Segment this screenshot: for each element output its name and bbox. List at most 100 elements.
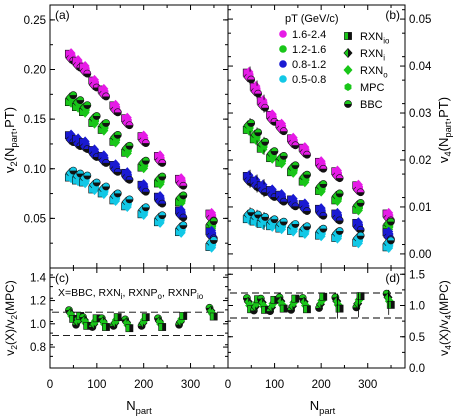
marker-square-half	[274, 296, 278, 304]
marker-circle-half	[247, 123, 255, 127]
marker-circle-half	[270, 151, 279, 155]
marker-circle-half	[303, 154, 311, 159]
marker-circle-half	[114, 193, 122, 198]
x-tick-label: 0	[225, 379, 231, 391]
marker-circle-half	[102, 96, 110, 101]
y-tick-label: 1.5	[409, 269, 425, 281]
legend-method-label: MPC	[360, 82, 385, 94]
marker-square-half	[162, 323, 166, 331]
marker-circle-half	[291, 223, 300, 228]
x-tick-label: 0	[47, 379, 53, 391]
marker-circle-half	[319, 228, 327, 233]
panel-frame-d	[227, 267, 406, 369]
marker-circle-half	[158, 203, 166, 208]
marker-square-half	[339, 305, 344, 313]
panel-tag: (d)	[385, 271, 400, 285]
marker-circle-half	[142, 160, 150, 165]
marker-square-half	[213, 312, 218, 321]
y-axis-label-v4: v4(Npart,PT)	[436, 97, 453, 163]
legend-method-label: RXNi	[360, 48, 385, 62]
y-tick-label: 0.03	[409, 108, 431, 120]
panel-tag: (a)	[55, 8, 70, 22]
y-tick-label: 0.05	[409, 14, 431, 26]
x-tick-label: 200	[134, 379, 153, 391]
marker-circle-half	[387, 221, 395, 226]
legend-pt-title: pT (GeV/c)	[285, 13, 339, 25]
marker-circle-half	[102, 186, 110, 191]
y-tick-label: 1.0	[409, 301, 425, 313]
marker-circle-half	[344, 104, 352, 108]
marker-circle-half	[261, 216, 269, 221]
marker-circle-half	[319, 168, 327, 173]
marker-circle-half	[83, 175, 91, 180]
marker-circle-half	[179, 185, 187, 190]
marker-circle-half	[158, 176, 166, 181]
data-points	[64, 48, 395, 333]
x-tick-label: 300	[181, 379, 200, 391]
marker-square-half	[145, 313, 150, 321]
marker-circle-half	[93, 182, 101, 187]
marker-circle-half	[291, 206, 300, 210]
marker-circle-half	[142, 191, 150, 196]
marker-circle-half	[254, 93, 262, 98]
marker-circle-half	[179, 225, 187, 229]
marker-circle-half	[280, 221, 288, 226]
marker-circle-half	[125, 145, 134, 150]
x-axis-label: Npart	[310, 398, 336, 416]
marker-circle-half	[357, 235, 365, 240]
marker-circle-half	[291, 145, 300, 149]
marker-circle-half	[125, 199, 134, 203]
marker-circle-half	[336, 220, 344, 225]
marker-circle-half	[287, 309, 295, 314]
y-tick-label: 0.01	[409, 202, 431, 214]
marker-circle-half	[303, 174, 311, 179]
x-tick-label: 200	[312, 379, 331, 391]
marker-circle-half	[158, 162, 166, 167]
y-tick-label: 1.0	[30, 319, 46, 331]
legend-pt-label: 1.2-1.6	[292, 44, 326, 56]
legend-method-label: BBC	[360, 99, 383, 111]
legend-pt-marker	[279, 30, 287, 38]
marker-circle-half	[303, 211, 311, 215]
marker-circle-half	[261, 141, 269, 146]
y-tick-label: 0.25	[24, 15, 46, 27]
marker-circle-half	[303, 226, 311, 230]
marker-circle-half	[270, 219, 279, 223]
marker-circle-half	[125, 179, 134, 184]
panel-tag: (b)	[385, 8, 400, 22]
legend-pt-label: 0.5-0.8	[292, 74, 326, 86]
marker-square-half	[105, 323, 110, 331]
marker-square-half	[295, 295, 299, 303]
legend-method-label: RXNio	[360, 31, 390, 45]
panel-tag: (c)	[55, 271, 69, 285]
marker-square-half	[283, 305, 288, 313]
y-tick-label: 0.04	[409, 61, 432, 73]
marker-circle-half	[158, 215, 166, 219]
legend-pt-marker	[279, 45, 287, 53]
marker-circle-half	[280, 155, 288, 160]
panel-frames	[49, 4, 406, 369]
marker-square-half	[117, 313, 122, 321]
legend: pT (GeV/c) 1.6-2.4 1.2-1.6 0.8-1.2 0.5-0.8 RX…	[279, 13, 390, 111]
marker-circle-half	[114, 134, 122, 139]
marker-diamond-half	[348, 48, 353, 58]
marker-circle-half	[142, 207, 150, 211]
marker-circle-half	[266, 311, 274, 315]
marker-circle-half	[142, 143, 150, 147]
marker-circle-half	[83, 105, 91, 109]
marker-circle-half	[114, 171, 122, 176]
y-tick-label: 0.15	[24, 114, 46, 126]
marker-circle-half	[291, 165, 300, 169]
marker-square-half	[129, 324, 133, 332]
axis-ticks	[49, 5, 405, 369]
y-tick-label: 0.02	[409, 155, 431, 167]
marker-circle-half	[69, 95, 77, 99]
y-axis-label-ratio2: v2(X)/v2(MPC)	[3, 280, 19, 356]
marker-circle-half	[336, 193, 344, 198]
annotation-text: X=BBC, RXNi, RXNPo, RXNPio	[58, 287, 204, 301]
x-tick-label: 300	[358, 379, 377, 391]
x-tick-label: 100	[265, 379, 284, 391]
marker-circle-half	[210, 240, 218, 244]
x-axis-label: Npart	[126, 398, 152, 416]
marker-circle-half	[387, 240, 395, 245]
